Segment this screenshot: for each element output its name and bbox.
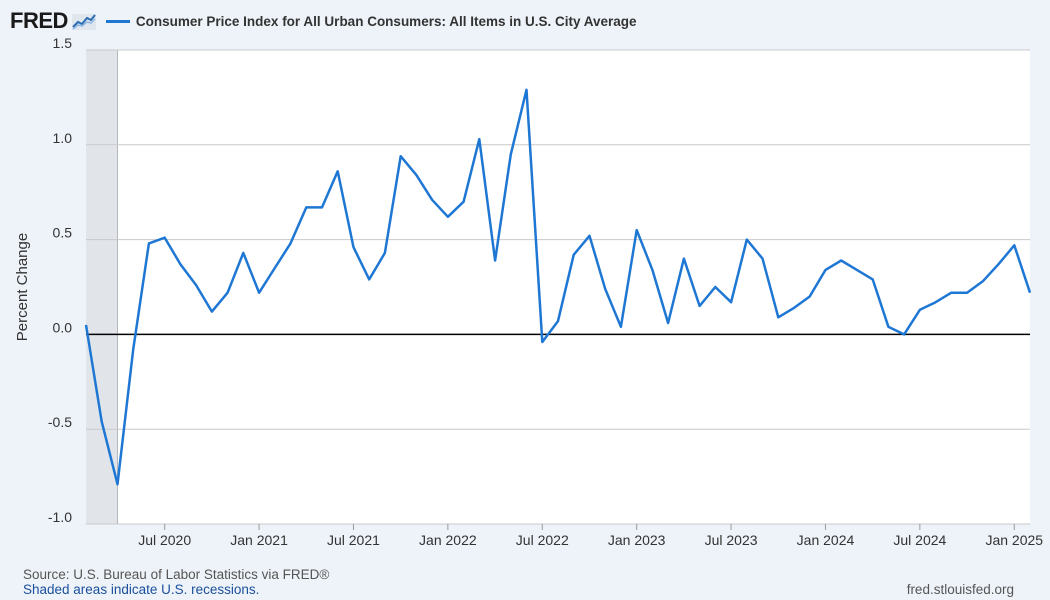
x-tick-label-4: Jul 2022 xyxy=(516,532,569,548)
data-point-2024-08[interactable] xyxy=(933,299,939,305)
y-tick-label-1: 1.0 xyxy=(53,130,73,146)
data-point-2023-12[interactable] xyxy=(807,294,813,300)
data-point-2024-06[interactable] xyxy=(901,331,907,337)
data-point-2020-11[interactable] xyxy=(225,290,231,296)
data-point-2023-02[interactable] xyxy=(649,267,655,273)
data-point-2022-06[interactable] xyxy=(524,87,530,93)
data-point-2022-03[interactable] xyxy=(476,136,482,142)
data-point-2024-04[interactable] xyxy=(870,276,876,282)
data-point-2023-03[interactable] xyxy=(665,320,671,326)
data-point-2024-03[interactable] xyxy=(854,267,860,273)
data-point-2025-01[interactable] xyxy=(1011,242,1017,248)
data-point-2023-08[interactable] xyxy=(744,237,750,243)
data-point-2024-11[interactable] xyxy=(980,278,986,284)
data-point-2021-01[interactable] xyxy=(256,290,262,296)
data-point-2021-02[interactable] xyxy=(272,265,278,271)
data-point-2022-01[interactable] xyxy=(445,214,451,220)
data-point-2021-11[interactable] xyxy=(413,172,419,178)
x-tick-label-9: Jan 2025 xyxy=(985,532,1043,548)
data-point-2022-12[interactable] xyxy=(618,324,624,330)
recession-layer xyxy=(86,50,118,524)
data-point-2020-03[interactable] xyxy=(99,419,105,425)
data-point-2024-01[interactable] xyxy=(823,267,829,273)
data-point-2023-04[interactable] xyxy=(681,256,687,262)
data-point-2023-10[interactable] xyxy=(775,314,781,320)
chart-header: FRED Consumer Price Index for All Urban … xyxy=(10,8,637,34)
x-tick-label-5: Jan 2023 xyxy=(608,532,666,548)
data-point-2020-07[interactable] xyxy=(162,235,168,241)
source-note: Source: U.S. Bureau of Labor Statistics … xyxy=(23,567,330,582)
y-axis-ticks: 1.5 1.0 0.5 0.0 -0.5 -1.0 xyxy=(48,35,72,525)
data-point-2023-06[interactable] xyxy=(712,284,718,290)
y-tick-label-2: 0.5 xyxy=(53,225,73,241)
x-tick-label-2: Jul 2021 xyxy=(327,532,380,548)
data-point-2022-07[interactable] xyxy=(539,339,545,345)
data-point-2021-04[interactable] xyxy=(303,204,309,210)
data-point-2023-07[interactable] xyxy=(728,299,734,305)
data-point-2022-02[interactable] xyxy=(461,199,467,205)
data-point-2021-06[interactable] xyxy=(335,168,341,174)
data-point-2021-07[interactable] xyxy=(351,244,357,250)
data-point-2023-09[interactable] xyxy=(760,256,766,262)
site-url[interactable]: fred.stlouisfed.org xyxy=(906,582,1014,597)
x-tick-label-7: Jan 2024 xyxy=(797,532,855,548)
y-tick-label-0: 1.5 xyxy=(53,35,73,51)
series-line-cpi xyxy=(84,88,1032,486)
recession-band-0 xyxy=(86,50,118,524)
data-point-2020-12[interactable] xyxy=(240,250,246,256)
x-tick-label-8: Jul 2024 xyxy=(893,532,946,548)
data-point-2024-09[interactable] xyxy=(948,290,954,296)
data-point-2021-09[interactable] xyxy=(382,250,388,256)
grid-layer xyxy=(86,49,1030,525)
x-axis-ticks: Jul 2020 Jan 2021 Jul 2021 Jan 2022 Jul 2022… xyxy=(138,524,1043,548)
data-point-2024-02[interactable] xyxy=(838,258,844,264)
y-tick-label-3: 0.0 xyxy=(53,319,73,335)
legend-swatch xyxy=(105,19,130,23)
fred-logo-text: FRED xyxy=(10,8,68,33)
data-point-2020-05[interactable] xyxy=(130,347,136,353)
data-point-2022-10[interactable] xyxy=(587,233,593,239)
chart-footer: Source: U.S. Bureau of Labor Statistics … xyxy=(23,567,329,597)
data-point-2022-08[interactable] xyxy=(555,318,561,324)
data-point-2020-04[interactable] xyxy=(115,481,121,487)
data-point-2020-09[interactable] xyxy=(193,282,199,288)
data-point-2022-09[interactable] xyxy=(571,252,577,258)
data-point-2023-05[interactable] xyxy=(697,303,703,309)
data-point-2023-01[interactable] xyxy=(634,227,640,233)
data-point-2020-02[interactable] xyxy=(83,322,89,328)
y-axis-title: Percent Change xyxy=(14,233,31,341)
data-point-2020-08[interactable] xyxy=(177,261,183,267)
plot-background xyxy=(86,50,1030,524)
data-point-2024-07[interactable] xyxy=(917,307,923,313)
data-point-2020-06[interactable] xyxy=(146,240,152,246)
x-tick-label-3: Jan 2022 xyxy=(419,532,477,548)
x-tick-label-1: Jan 2021 xyxy=(230,532,288,548)
fred-logo[interactable]: FRED xyxy=(10,8,96,34)
data-point-2024-12[interactable] xyxy=(996,261,1002,267)
data-point-2022-11[interactable] xyxy=(602,286,608,292)
data-point-2024-05[interactable] xyxy=(885,324,891,330)
data-point-2023-11[interactable] xyxy=(791,305,797,311)
data-point-2021-12[interactable] xyxy=(429,197,435,203)
data-point-2020-10[interactable] xyxy=(209,309,215,315)
trend-line-icon xyxy=(71,14,96,30)
chart-legend: Consumer Price Index for All Urban Consu… xyxy=(105,13,637,29)
y-tick-label-4: -0.5 xyxy=(48,414,72,430)
data-point-2024-10[interactable] xyxy=(964,290,970,296)
x-tick-label-6: Jul 2023 xyxy=(705,532,758,548)
legend-label: Consumer Price Index for All Urban Consu… xyxy=(135,13,637,29)
data-point-2021-03[interactable] xyxy=(288,240,294,246)
chart-canvas: 1.51.00.50.0-0.5-1.0 Jul 2020 Jan 2021 Jul… xyxy=(14,35,1043,548)
data-point-2021-08[interactable] xyxy=(366,276,372,282)
data-point-2021-05[interactable] xyxy=(319,204,325,210)
data-point-2022-05[interactable] xyxy=(508,151,514,157)
data-point-2022-04[interactable] xyxy=(492,258,498,264)
data-point-2025-02[interactable] xyxy=(1027,290,1033,296)
y-tick-label-5: -1.0 xyxy=(48,509,72,525)
data-point-2021-10[interactable] xyxy=(398,153,404,159)
x-tick-label-0: Jul 2020 xyxy=(138,532,191,548)
recession-note[interactable]: Shaded areas indicate U.S. recessions. xyxy=(23,582,260,597)
